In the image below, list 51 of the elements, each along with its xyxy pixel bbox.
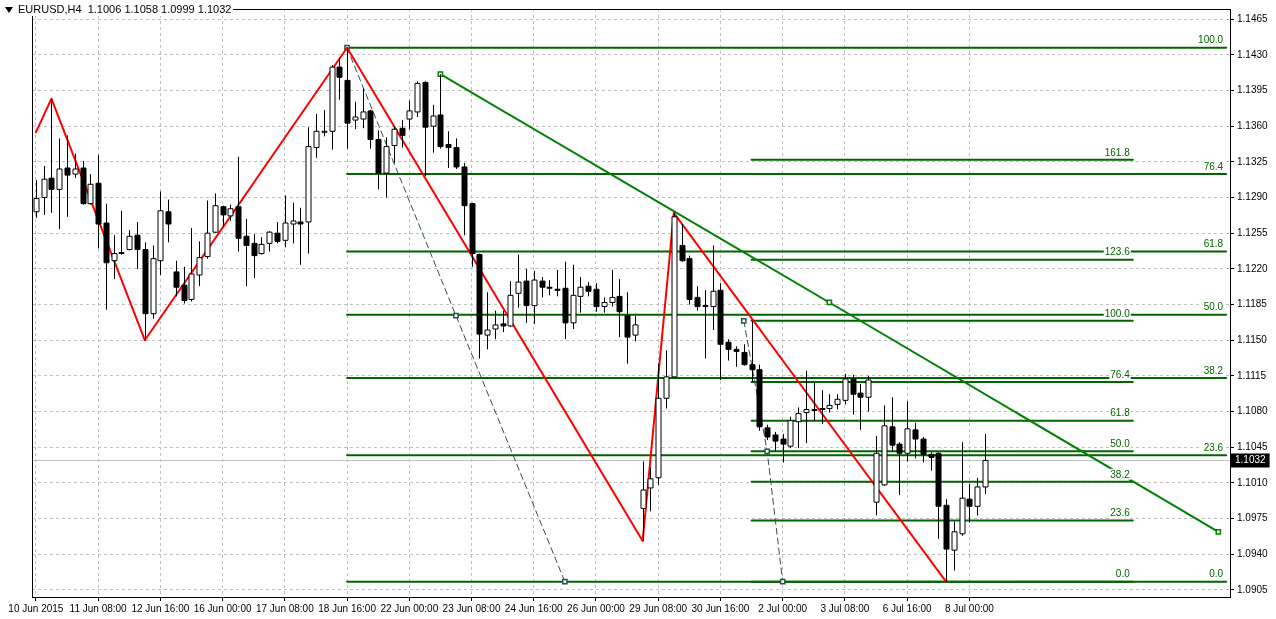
y-tick-label: 1.1220 <box>1237 262 1269 274</box>
y-tick-label: 1.1080 <box>1237 405 1269 417</box>
series-label: 23.6 <box>1203 442 1224 454</box>
x-tick-label: 30 Jun 16:00 <box>691 602 750 614</box>
series-label: 50.0 <box>1203 301 1224 313</box>
x-tick-label: 2 Jul 00:00 <box>758 602 808 614</box>
x-tick-label: 26 Jun 00:00 <box>567 602 626 614</box>
y-tick-label: 1.1150 <box>1237 333 1268 345</box>
series-label: 76.4 <box>1203 160 1224 172</box>
series-label: 61.8 <box>1203 238 1224 250</box>
y-tick-label: 1.1045 <box>1237 440 1269 452</box>
ref-line-label: 1.1032 <box>1235 454 1267 466</box>
series-label: 38.2 <box>1203 364 1224 376</box>
y-tick-label: 1.1395 <box>1237 84 1269 96</box>
series-label: 161.8 <box>1104 146 1131 158</box>
x-tick-label: 22 Jun 00:00 <box>380 602 439 614</box>
series-label: 38.2 <box>1110 468 1131 480</box>
y-tick-label: 1.1430 <box>1237 48 1269 60</box>
series-label: 61.8 <box>1110 407 1131 419</box>
x-tick-label: 18 Jun 16:00 <box>318 602 377 614</box>
series-label: 50.0 <box>1110 438 1131 450</box>
series-label: 0.0 <box>1209 568 1224 580</box>
y-tick-label: 1.1360 <box>1237 119 1269 131</box>
x-tick-label: 24 Jun 16:00 <box>504 602 564 614</box>
y-tick-label: 1.0975 <box>1237 512 1269 524</box>
y-tick-label: 1.1010 <box>1237 476 1269 488</box>
x-tick-label: 17 Jun 08:00 <box>255 602 315 614</box>
x-tick-label: 16 Jun 00:00 <box>193 602 252 614</box>
series-label: 0.0 <box>1115 568 1131 580</box>
x-tick-label: 8 Jul 00:00 <box>944 602 995 614</box>
x-tick-label: 11 Jun 08:00 <box>69 602 128 614</box>
y-tick-label: 1.1325 <box>1237 155 1269 167</box>
series-label: 23.6 <box>1110 507 1131 519</box>
y-tick-label: 1.1185 <box>1237 298 1268 310</box>
x-tick-label: 10 Jun 2015 <box>8 602 64 614</box>
x-tick-label: 12 Jun 16:00 <box>131 602 190 614</box>
y-tick-label: 1.1465 <box>1237 12 1269 24</box>
series-label: 123.6 <box>1104 246 1131 258</box>
y-tick-label: 1.0940 <box>1237 547 1269 559</box>
y-tick-label: 1.0905 <box>1237 583 1269 595</box>
x-tick-label: 3 Jul 08:00 <box>820 602 870 614</box>
series-label: 100.0 <box>1198 34 1224 46</box>
series-label: 100.0 <box>1104 307 1131 319</box>
y-tick-label: 1.1255 <box>1237 226 1269 238</box>
x-tick-label: 29 Jun 08:00 <box>629 602 688 614</box>
y-tick-label: 1.1290 <box>1237 191 1269 203</box>
y-tick-label: 1.1115 <box>1237 369 1267 381</box>
chart-title: EURUSD,H4 1.1006 1.1058 1.0999 1.1032 <box>16 3 234 16</box>
x-tick-label: 23 Jun 08:00 <box>442 602 501 614</box>
x-tick-label: 6 Jul 16:00 <box>882 602 933 614</box>
series-label: 76.4 <box>1110 368 1131 380</box>
